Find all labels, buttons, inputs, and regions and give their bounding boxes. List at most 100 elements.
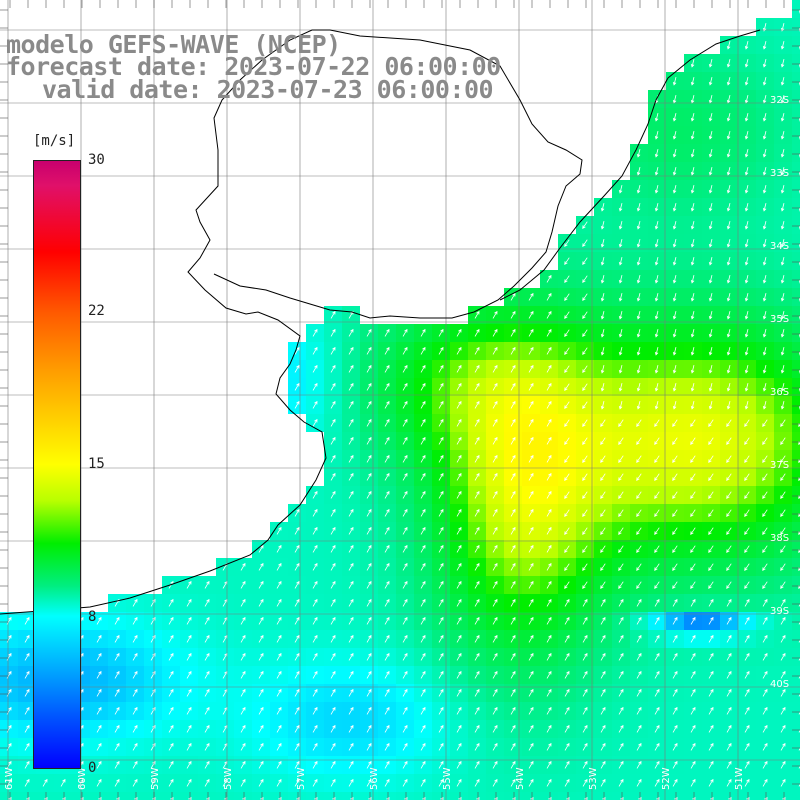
wind-arrow [186, 688, 192, 697]
wind-arrow [330, 382, 336, 391]
wind-arrow [726, 365, 731, 374]
wind-arrow [348, 544, 354, 553]
wind-arrow [690, 509, 696, 517]
wind-arrow [744, 706, 750, 715]
wind-arrow [528, 454, 534, 463]
wind-arrow [798, 477, 800, 481]
wind-arrow [762, 563, 768, 571]
wind-arrow [636, 185, 641, 194]
wind-arrow [312, 418, 318, 427]
wind-arrow [456, 706, 462, 715]
wind-arrow [618, 473, 624, 481]
wind-arrow [168, 688, 174, 697]
wind-arrow [636, 239, 641, 248]
wind-arrow [564, 311, 570, 319]
wind-arrow [474, 688, 480, 697]
wind-arrow [114, 760, 120, 769]
wind-arrow [474, 436, 480, 445]
wind-arrow [726, 401, 731, 410]
wind-arrow [618, 275, 623, 284]
wind-arrow [330, 580, 336, 589]
wind-arrow [744, 185, 749, 194]
wind-arrow [348, 454, 354, 463]
wind-arrow [366, 580, 372, 589]
wind-arrow [114, 616, 120, 625]
wind-arrow [546, 436, 552, 445]
wind-arrow [528, 778, 534, 787]
wind-arrow [654, 724, 660, 733]
wind-arrow [456, 490, 462, 499]
wind-arrow [744, 257, 749, 266]
wind-arrow [492, 598, 498, 607]
wind-arrow [654, 311, 659, 320]
wind-arrow [744, 545, 750, 553]
wind-arrow [654, 239, 659, 248]
wind-arrow [780, 545, 786, 553]
wind-arrow [546, 346, 552, 355]
wind-arrow [546, 418, 552, 427]
wind-cell [792, 720, 800, 738]
wind-arrow [420, 400, 426, 409]
wind-arrow [510, 742, 516, 751]
wind-arrow [762, 347, 767, 356]
wind-arrow [690, 239, 695, 248]
wind-arrow [600, 293, 605, 302]
wind-arrow [510, 616, 516, 625]
wind-arrow [348, 580, 354, 589]
wind-cell [792, 342, 800, 360]
wind-arrow [726, 527, 732, 535]
wind-arrow [600, 688, 606, 697]
wind-arrow [762, 275, 767, 284]
wind-arrow [438, 382, 444, 391]
wind-arrow [618, 419, 624, 427]
wind-cell [792, 0, 800, 18]
wind-arrow [492, 346, 498, 355]
wind-arrow [672, 634, 678, 643]
wind-arrow [474, 562, 480, 571]
wind-arrow [798, 585, 800, 589]
wind-arrow [618, 634, 624, 643]
wind-arrow [528, 418, 534, 427]
wind-arrow [564, 706, 570, 715]
wind-arrow [708, 293, 713, 302]
wind-arrow [690, 257, 695, 266]
wind-arrow [186, 742, 192, 751]
wind-arrow [24, 616, 30, 625]
wind-cell [792, 504, 800, 522]
wind-arrow [582, 257, 588, 265]
wind-arrow [402, 742, 408, 751]
wind-arrow [636, 365, 641, 374]
wind-cell [198, 792, 216, 800]
wind-arrow [618, 203, 623, 212]
wind-arrow [420, 562, 426, 571]
wind-arrow [654, 347, 659, 356]
wind-arrow [654, 509, 660, 517]
wind-arrow [726, 59, 731, 68]
wind-cell [486, 792, 504, 800]
wind-arrow [654, 598, 660, 607]
wind-arrow [780, 293, 785, 302]
wind-arrow [510, 598, 516, 607]
wind-arrow [582, 437, 588, 445]
title-forecast-date: forecast date: 2023-07-22 06:00:00 [6, 52, 501, 81]
wind-arrow [672, 329, 677, 338]
wind-arrow [780, 275, 785, 284]
wind-arrow [762, 527, 768, 535]
wind-arrow [384, 778, 390, 787]
wind-arrow [294, 706, 300, 715]
wind-arrow [330, 346, 336, 355]
wind-cell [792, 378, 800, 396]
wind-arrow [618, 257, 623, 266]
wind-arrow [744, 311, 749, 320]
wind-arrow [654, 113, 659, 122]
wind-arrow [690, 275, 695, 284]
wind-arrow [186, 652, 192, 661]
wind-arrow [744, 221, 749, 230]
wind-arrow [456, 616, 462, 625]
wind-arrow [186, 778, 192, 787]
wind-arrow [330, 778, 336, 787]
wind-arrow [312, 328, 318, 337]
wind-arrow [672, 113, 677, 122]
wind-arrow [726, 545, 732, 553]
wind-arrow [348, 490, 354, 499]
